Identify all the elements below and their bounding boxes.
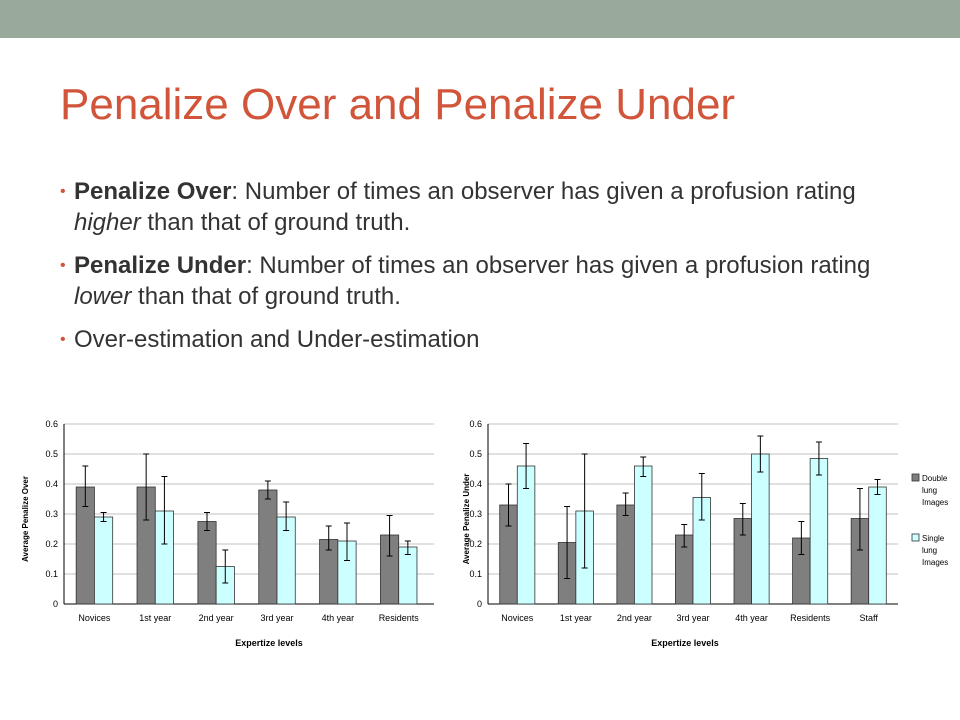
x-tick-label: Novices [78, 613, 111, 623]
y-tick-label: 0.2 [469, 539, 482, 549]
y-tick-label: 0.5 [469, 449, 482, 459]
x-tick-label: 3rd year [260, 613, 293, 623]
y-axis-label: Average Penalize Under [462, 474, 471, 565]
penalize-over-chart: 0 0.1 0.2 0.3 0.4 0.5 0.6 Novices 1st year 2nd ye… [14, 408, 434, 658]
bar [398, 546, 418, 605]
bar [258, 489, 278, 605]
bar [94, 516, 114, 605]
x-tick-label: 4th year [322, 613, 355, 623]
bullet-emphasis: lower [74, 283, 132, 310]
y-tick-label: 0.4 [45, 479, 58, 489]
bullet-text: than that of ground truth. [131, 283, 401, 310]
bar [868, 486, 887, 605]
x-axis-label: Expertize levels [651, 638, 719, 648]
x-tick-label: Novices [501, 613, 534, 623]
bullet-list: • Penalize Over: Number of times an obser… [60, 176, 920, 367]
penalize-under-chart-svg: 0 0.1 0.2 0.3 0.4 0.5 0.6 Novices 1st year 2nd ye… [462, 419, 948, 648]
bullet-text: : Number of times an observer has given … [231, 178, 856, 205]
bullet-dot-icon: • [60, 331, 66, 348]
top-accent-bar [0, 0, 960, 38]
bullet-penalize-under: • Penalize Under: Number of times an obse… [60, 250, 920, 312]
y-tick-label: 0.3 [45, 509, 58, 519]
slide-title: Penalize Over and Penalize Under [60, 80, 736, 129]
bar [197, 521, 217, 605]
y-tick-label: 0.2 [45, 539, 58, 549]
bullet-term: Penalize Under [74, 252, 247, 279]
bullet-penalize-over: • Penalize Over: Number of times an obser… [60, 176, 920, 238]
y-tick-label: 0 [477, 599, 482, 609]
x-tick-label: Residents [790, 613, 831, 623]
bullet-dot-icon: • [60, 183, 66, 200]
x-tick-label: 3rd year [676, 613, 709, 623]
y-tick-label: 0.5 [45, 449, 58, 459]
y-tick-label: 0 [53, 599, 58, 609]
bar [751, 453, 770, 605]
penalize-over-chart-svg: 0 0.1 0.2 0.3 0.4 0.5 0.6 Novices 1st year 2nd ye… [21, 419, 434, 648]
bar [616, 504, 635, 605]
x-tick-label: 4th year [735, 613, 768, 623]
x-tick-label: 2nd year [617, 613, 652, 623]
bullet-estimation: • Over-estimation and Under-estimation [60, 324, 920, 355]
bullet-term: Penalize Over [74, 178, 232, 205]
x-axis-label: Expertize levels [235, 638, 303, 648]
bullet-dot-icon: • [60, 257, 66, 274]
y-tick-label: 0.3 [469, 509, 482, 519]
bar [634, 465, 653, 605]
legend-label: Single [922, 534, 945, 543]
y-tick-label: 0.6 [469, 419, 482, 429]
bar [809, 458, 829, 605]
x-tick-label: 2nd year [199, 613, 234, 623]
legend-swatch [911, 473, 920, 482]
bullet-text: Over-estimation and Under-estimation [74, 326, 480, 353]
y-tick-label: 0.1 [469, 569, 482, 579]
x-tick-label: 1st year [560, 613, 592, 623]
x-tick-label: 1st year [139, 613, 171, 623]
bullet-emphasis: higher [74, 209, 141, 236]
legend-label: Images [922, 498, 948, 507]
y-axis-label: Average Penalize Over [21, 476, 30, 562]
legend-label: lung [922, 486, 937, 495]
legend-swatch [911, 533, 920, 542]
bullet-text: than that of ground truth. [140, 209, 411, 236]
y-tick-label: 0.6 [45, 419, 58, 429]
legend-label: lung [922, 546, 937, 555]
legend-label: Images [922, 558, 948, 567]
x-tick-label: Staff [860, 613, 879, 623]
y-tick-label: 0.4 [469, 479, 482, 489]
legend-label: Double [922, 474, 948, 483]
bullet-text: : Number of times an observer has given … [246, 252, 871, 279]
x-tick-label: Residents [379, 613, 420, 623]
y-tick-label: 0.1 [45, 569, 58, 579]
penalize-under-chart: 0 0.1 0.2 0.3 0.4 0.5 0.6 Novices 1st year 2nd ye… [460, 408, 960, 658]
